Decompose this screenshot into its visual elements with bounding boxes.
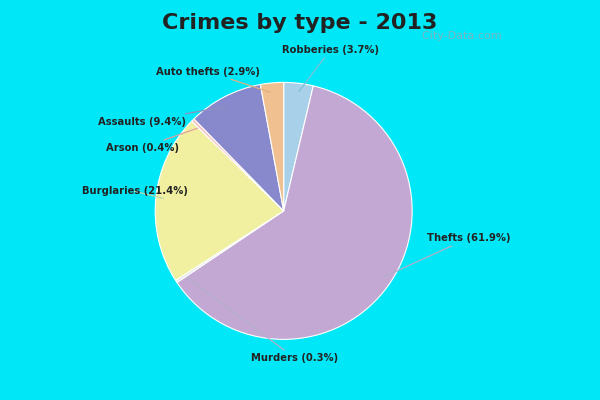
Text: Auto thefts (2.9%): Auto thefts (2.9%)	[155, 66, 270, 92]
Text: Crimes by type - 2013: Crimes by type - 2013	[163, 13, 437, 33]
Wedge shape	[176, 211, 284, 282]
Wedge shape	[284, 82, 313, 211]
Text: Arson (0.4%): Arson (0.4%)	[106, 128, 197, 153]
Text: City-Data.com: City-Data.com	[415, 31, 502, 41]
Wedge shape	[194, 84, 284, 211]
Wedge shape	[177, 86, 412, 339]
Text: Murders (0.3%): Murders (0.3%)	[187, 278, 338, 363]
Wedge shape	[260, 82, 284, 211]
Wedge shape	[155, 121, 284, 280]
Text: Burglaries (21.4%): Burglaries (21.4%)	[82, 186, 187, 198]
Text: Robberies (3.7%): Robberies (3.7%)	[282, 45, 379, 91]
Text: Thefts (61.9%): Thefts (61.9%)	[383, 233, 511, 277]
Text: Assaults (9.4%): Assaults (9.4%)	[98, 106, 227, 126]
Wedge shape	[191, 119, 284, 211]
